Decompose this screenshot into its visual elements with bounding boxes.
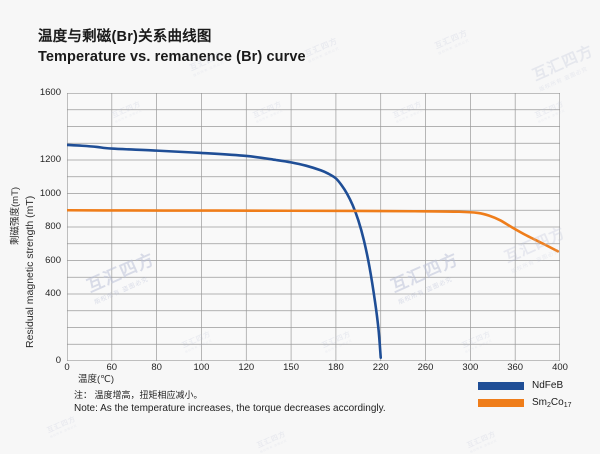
- x-tick-label: 180: [327, 362, 344, 373]
- y-axis-label-chinese: 剩磁强度(mT): [10, 186, 21, 245]
- y-tick-label: 1600: [39, 87, 61, 98]
- x-tick-label: 120: [238, 362, 255, 373]
- x-tick-label: 300: [462, 362, 479, 373]
- y-tick-label: 1200: [39, 154, 61, 165]
- x-axis-label-chinese: 温度(℃): [78, 374, 114, 385]
- series-line-sm2co17: [67, 208, 560, 253]
- x-tick-label: 220: [372, 362, 389, 373]
- note-chinese: 注： 温度增高，扭矩相应减小。: [74, 390, 203, 400]
- x-tick-label: 80: [151, 362, 162, 373]
- y-tick-label: 800: [45, 221, 61, 232]
- x-tick-label: 0: [64, 362, 70, 373]
- y-tick-label: 0: [55, 355, 61, 366]
- legend-swatch-smco: [478, 398, 524, 407]
- chart-legend: NdFeB Sm2Co17: [478, 378, 572, 412]
- y-tick-label: 1000: [39, 187, 61, 199]
- note-english: Note: As the temperature increases, the …: [74, 403, 386, 414]
- watermark-subtitle: 版权所有 盗图必究: [259, 438, 288, 454]
- legend-swatch-ndfeb: [478, 381, 524, 390]
- chart-svg: [67, 93, 560, 361]
- y-axis-ticks: 0 400 600 800 1000 1200 1600: [28, 0, 61, 450]
- watermark-title: 互汇四方: [255, 430, 288, 450]
- y-tick-label: 600: [45, 254, 61, 266]
- page-title: 温度与剩磁(Br)关系曲线图 Temperature vs. remanence…: [38, 28, 458, 67]
- legend-smco-sub2: 17: [563, 402, 572, 409]
- series-line-ndfeb: [67, 143, 383, 359]
- legend-label-ndfeb: NdFeB: [532, 380, 564, 391]
- watermark-subtitle: 版权所有 盗图必究: [538, 66, 590, 94]
- x-tick-label: 100: [193, 362, 210, 373]
- legend-smco-sm: Sm: [532, 397, 547, 408]
- x-tick-label: 360: [507, 362, 524, 373]
- x-axis-ticks: 0 60 80 100 120 150 180 220 260 300 360 400: [0, 363, 600, 377]
- x-tick-label: 60: [106, 362, 118, 373]
- watermark: 互汇四方 版权所有 盗图必究: [465, 428, 499, 454]
- legend-item-smco[interactable]: Sm2Co17: [478, 395, 572, 410]
- x-tick-label: 260: [417, 362, 434, 373]
- watermark: 互汇四方 版权所有 盗图必究: [255, 428, 289, 454]
- watermark: 互汇四方 版权所有 盗图必究: [528, 38, 600, 93]
- watermark-subtitle: 版权所有 盗图必究: [469, 438, 498, 454]
- watermark-title: 互汇四方: [465, 430, 498, 450]
- legend-label-smco: Sm2Co17: [532, 397, 572, 409]
- legend-item-ndfeb[interactable]: NdFeB: [478, 378, 572, 393]
- x-tick-label: 400: [552, 362, 568, 373]
- legend-smco-sub1: 2: [547, 402, 551, 409]
- y-tick-label: 400: [45, 288, 61, 299]
- legend-smco-co: Co: [550, 397, 564, 408]
- watermark-title: 互汇四方: [529, 42, 596, 85]
- plot-area: [67, 93, 560, 361]
- title-english: Temperature vs. remanence (Br) curve: [38, 49, 306, 65]
- title-chinese: 温度与剩磁(Br)关系曲线图: [38, 29, 212, 45]
- chart-note: 注： 温度增高，扭矩相应减小。 Note: As the temperature…: [74, 389, 434, 416]
- x-tick-label: 150: [283, 362, 299, 373]
